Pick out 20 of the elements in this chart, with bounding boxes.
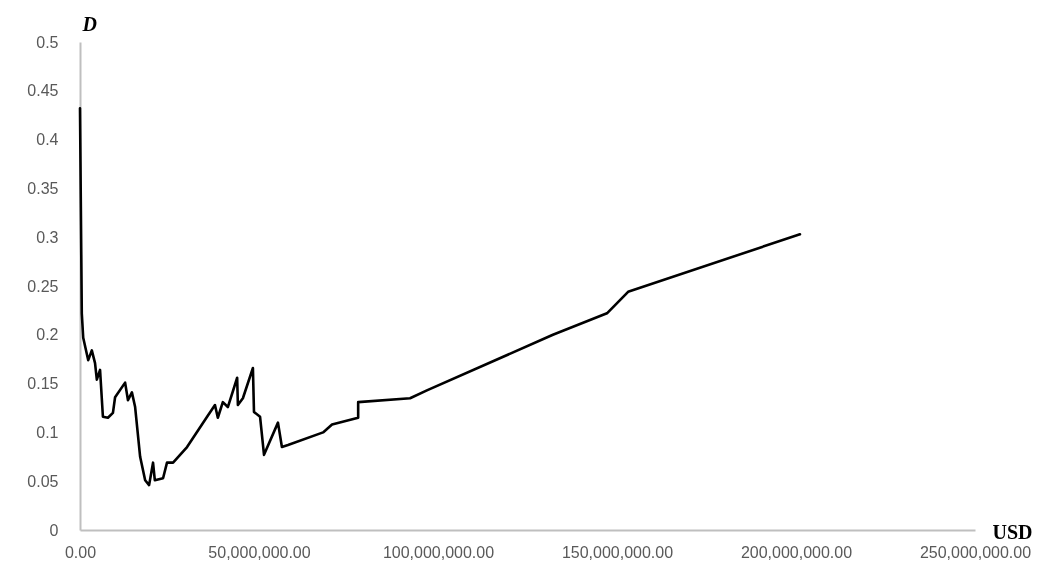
x-tick-label: 100,000,000.00 [382, 543, 495, 561]
y-tick-label: 0 [49, 521, 59, 539]
y-tick-label: 0.2 [36, 326, 59, 344]
y-tick-label: 0.4 [36, 131, 59, 149]
x-tick-label: 250,000,000.00 [919, 543, 1032, 561]
y-axis-title: D [81, 12, 97, 35]
x-axis-title: USD [992, 520, 1033, 543]
y-tick-label: 0.45 [27, 82, 59, 100]
x-tick-label: 200,000,000.00 [740, 543, 853, 561]
y-tick-label: 0.25 [27, 277, 59, 295]
y-tick-label: 0.3 [36, 228, 59, 246]
x-tick-label: 0.00 [64, 543, 97, 561]
y-tick-label: 0.5 [36, 33, 59, 51]
line-series [78, 107, 802, 487]
x-tick-label: 50,000,000.00 [208, 543, 311, 561]
y-tick-label: 0.05 [27, 472, 59, 490]
y-tick-label: 0.1 [36, 423, 59, 441]
x-tick-label: 150,000,000.00 [561, 543, 674, 561]
y-tick-label: 0.15 [27, 375, 59, 393]
y-tick-label: 0.35 [27, 179, 59, 197]
